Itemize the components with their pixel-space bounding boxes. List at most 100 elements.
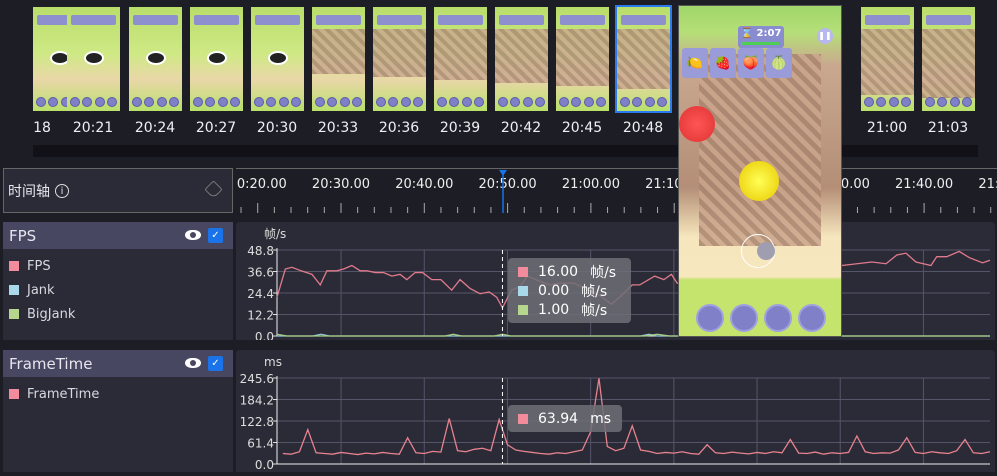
legend-item[interactable]: BigJank: [3, 302, 233, 326]
frametime-chart[interactable]: ms 245.6 184.2 122.8 61.4 0.0 63.94 ms: [236, 350, 995, 472]
ruler-label: 20:30.00: [311, 177, 371, 192]
tooltip-swatch: [518, 413, 528, 424]
timeline-ruler[interactable]: 20:20.00 20:30.00 20:40.00 20:50.00 21:00.00…: [236, 168, 997, 213]
game-timer: ⌛ 2:07: [738, 26, 784, 48]
ruler-label: 20:20.00: [236, 177, 287, 192]
frametime-chart-svg: ms 245.6 184.2 122.8 61.4 0.0: [240, 355, 991, 472]
thumbnail[interactable]: [495, 7, 548, 111]
y-tick-label: 0.0: [255, 458, 274, 472]
thumbnail[interactable]: [373, 7, 426, 111]
frametime-tooltip: 63.94 ms: [508, 405, 622, 432]
thumbnail[interactable]: [190, 7, 243, 111]
thumbnail-time-label: 20:48: [622, 120, 664, 136]
fps-visible-checkbox[interactable]: ✓: [208, 228, 223, 243]
thumbnail-time-label: 20:24: [134, 120, 176, 136]
legend-label: BigJank: [27, 306, 76, 322]
thumbnail-time-label: 20:39: [439, 120, 481, 136]
thumbnail[interactable]: [251, 7, 304, 111]
thumbnail[interactable]: [615, 5, 672, 113]
y-tick-label: 36.6: [247, 266, 274, 280]
ruler-ticks: [240, 170, 992, 213]
legend-label: FPS: [27, 258, 51, 274]
tooltip-value: 16.00: [538, 263, 579, 280]
screenshot-preview-popup: ⌛ 2:07 ❚❚ 🍋 🍓 🍑 🍈: [678, 5, 842, 337]
thumbnail-time-label: 20:27: [195, 120, 237, 136]
thumbnail-time-label: 18: [33, 120, 51, 136]
tooltip-swatch: [518, 266, 528, 277]
thumbnail-time-label: 20:30: [256, 120, 298, 136]
fps-chart[interactable]: 帧/s 48.8 36.6 24.4 12.2 0.0 16.00 帧/s 0.00 帧/s 1.…: [236, 222, 995, 344]
thumbnail[interactable]: [33, 7, 69, 111]
eye-icon[interactable]: [185, 358, 201, 368]
legend-label: FrameTime: [27, 386, 100, 402]
y-tick-label: 184.2: [240, 394, 274, 408]
fps-tooltip: 16.00 帧/s 0.00 帧/s 1.00 帧/s: [508, 258, 631, 323]
tooltip-row: 1.00 帧/s: [518, 300, 621, 319]
y-tick-label: 12.2: [247, 309, 274, 323]
tooltip-swatch: [518, 285, 528, 296]
pause-icon: ❚❚: [817, 28, 833, 44]
y-tick-label: 0.0: [255, 330, 274, 340]
series-line-frametime: [282, 378, 991, 456]
ruler-label: 21:40.00: [895, 177, 954, 192]
thumbnail[interactable]: [129, 7, 182, 111]
fruit-goals: 🍋 🍓 🍑 🍈: [682, 48, 792, 78]
thumbnail[interactable]: [861, 7, 914, 111]
tooltip-unit: 帧/s: [581, 283, 608, 300]
fps-panel-sidebar: FPS ✓ FPS Jank BigJank: [3, 222, 233, 340]
fps-panel-header: FPS ✓: [3, 222, 233, 249]
legend-item[interactable]: FrameTime: [3, 382, 233, 406]
legend-label: Jank: [27, 282, 55, 298]
tag-icon[interactable]: [204, 180, 223, 199]
info-circle-icon[interactable]: i: [55, 183, 69, 198]
y-axis-unit: ms: [264, 355, 282, 369]
frametime-panel-title: FrameTime: [9, 354, 93, 373]
thumbnail[interactable]: [434, 7, 487, 111]
ruler-label: 20:40.00: [395, 177, 454, 192]
tooltip-value: 0.00: [538, 282, 570, 299]
series-line-fps: [276, 250, 991, 310]
tooltip-unit: ms: [590, 410, 612, 427]
powerup-buttons: [696, 304, 826, 332]
tooltip-row: 63.94 ms: [518, 409, 612, 428]
fps-panel-title: FPS: [9, 226, 37, 245]
ruler-label: 21:50.00: [978, 177, 997, 192]
ruler-label: 20:50.00: [478, 177, 537, 192]
tooltip-value: 63.94: [538, 410, 579, 427]
timeline-cursor-handle[interactable]: [499, 170, 507, 176]
thumbnail-time-label: 20:45: [561, 120, 603, 136]
thumbnail-time-label: 20:33: [317, 120, 359, 136]
y-axis-unit: 帧/s: [264, 227, 286, 241]
thumbnail-time-label: 21:00: [866, 120, 908, 136]
thumbnail-time-label: 20:42: [500, 120, 542, 136]
frametime-panel-sidebar: FrameTime ✓ FrameTime: [3, 350, 233, 472]
legend-item[interactable]: FPS: [3, 254, 233, 278]
timeline-title: 时间轴: [8, 183, 50, 200]
legend-swatch: [9, 309, 19, 319]
y-tick-label: 245.6: [240, 372, 274, 386]
y-tick-label: 122.8: [240, 415, 274, 429]
legend-swatch: [9, 389, 19, 399]
thumbnail[interactable]: [312, 7, 365, 111]
thumbnail[interactable]: [922, 7, 975, 111]
thumbnail-time-label: 20:36: [378, 120, 420, 136]
y-tick-label: 61.4: [247, 437, 274, 451]
eye-icon[interactable]: [185, 230, 201, 240]
thumbnail[interactable]: [556, 7, 609, 111]
legend-swatch: [9, 285, 19, 295]
tooltip-row: 16.00 帧/s: [518, 262, 621, 281]
tooltip-row: 0.00 帧/s: [518, 281, 621, 300]
frametime-visible-checkbox[interactable]: ✓: [208, 356, 223, 371]
tooltip-unit: 帧/s: [581, 302, 608, 319]
legend-swatch: [9, 261, 19, 271]
thumbnail[interactable]: [67, 7, 120, 111]
tooltip-value: 1.00: [538, 301, 570, 318]
timeline-header: 时间轴 i: [3, 168, 233, 213]
frametime-panel-header: FrameTime ✓: [3, 350, 233, 377]
y-tick-label: 48.8: [247, 244, 274, 258]
ruler-label: 21:00.00: [561, 177, 620, 192]
tooltip-unit: 帧/s: [590, 264, 617, 281]
legend-item[interactable]: Jank: [3, 278, 233, 302]
series-line-bigjank: [276, 333, 990, 337]
game-timer-text: 2:07: [756, 28, 782, 39]
